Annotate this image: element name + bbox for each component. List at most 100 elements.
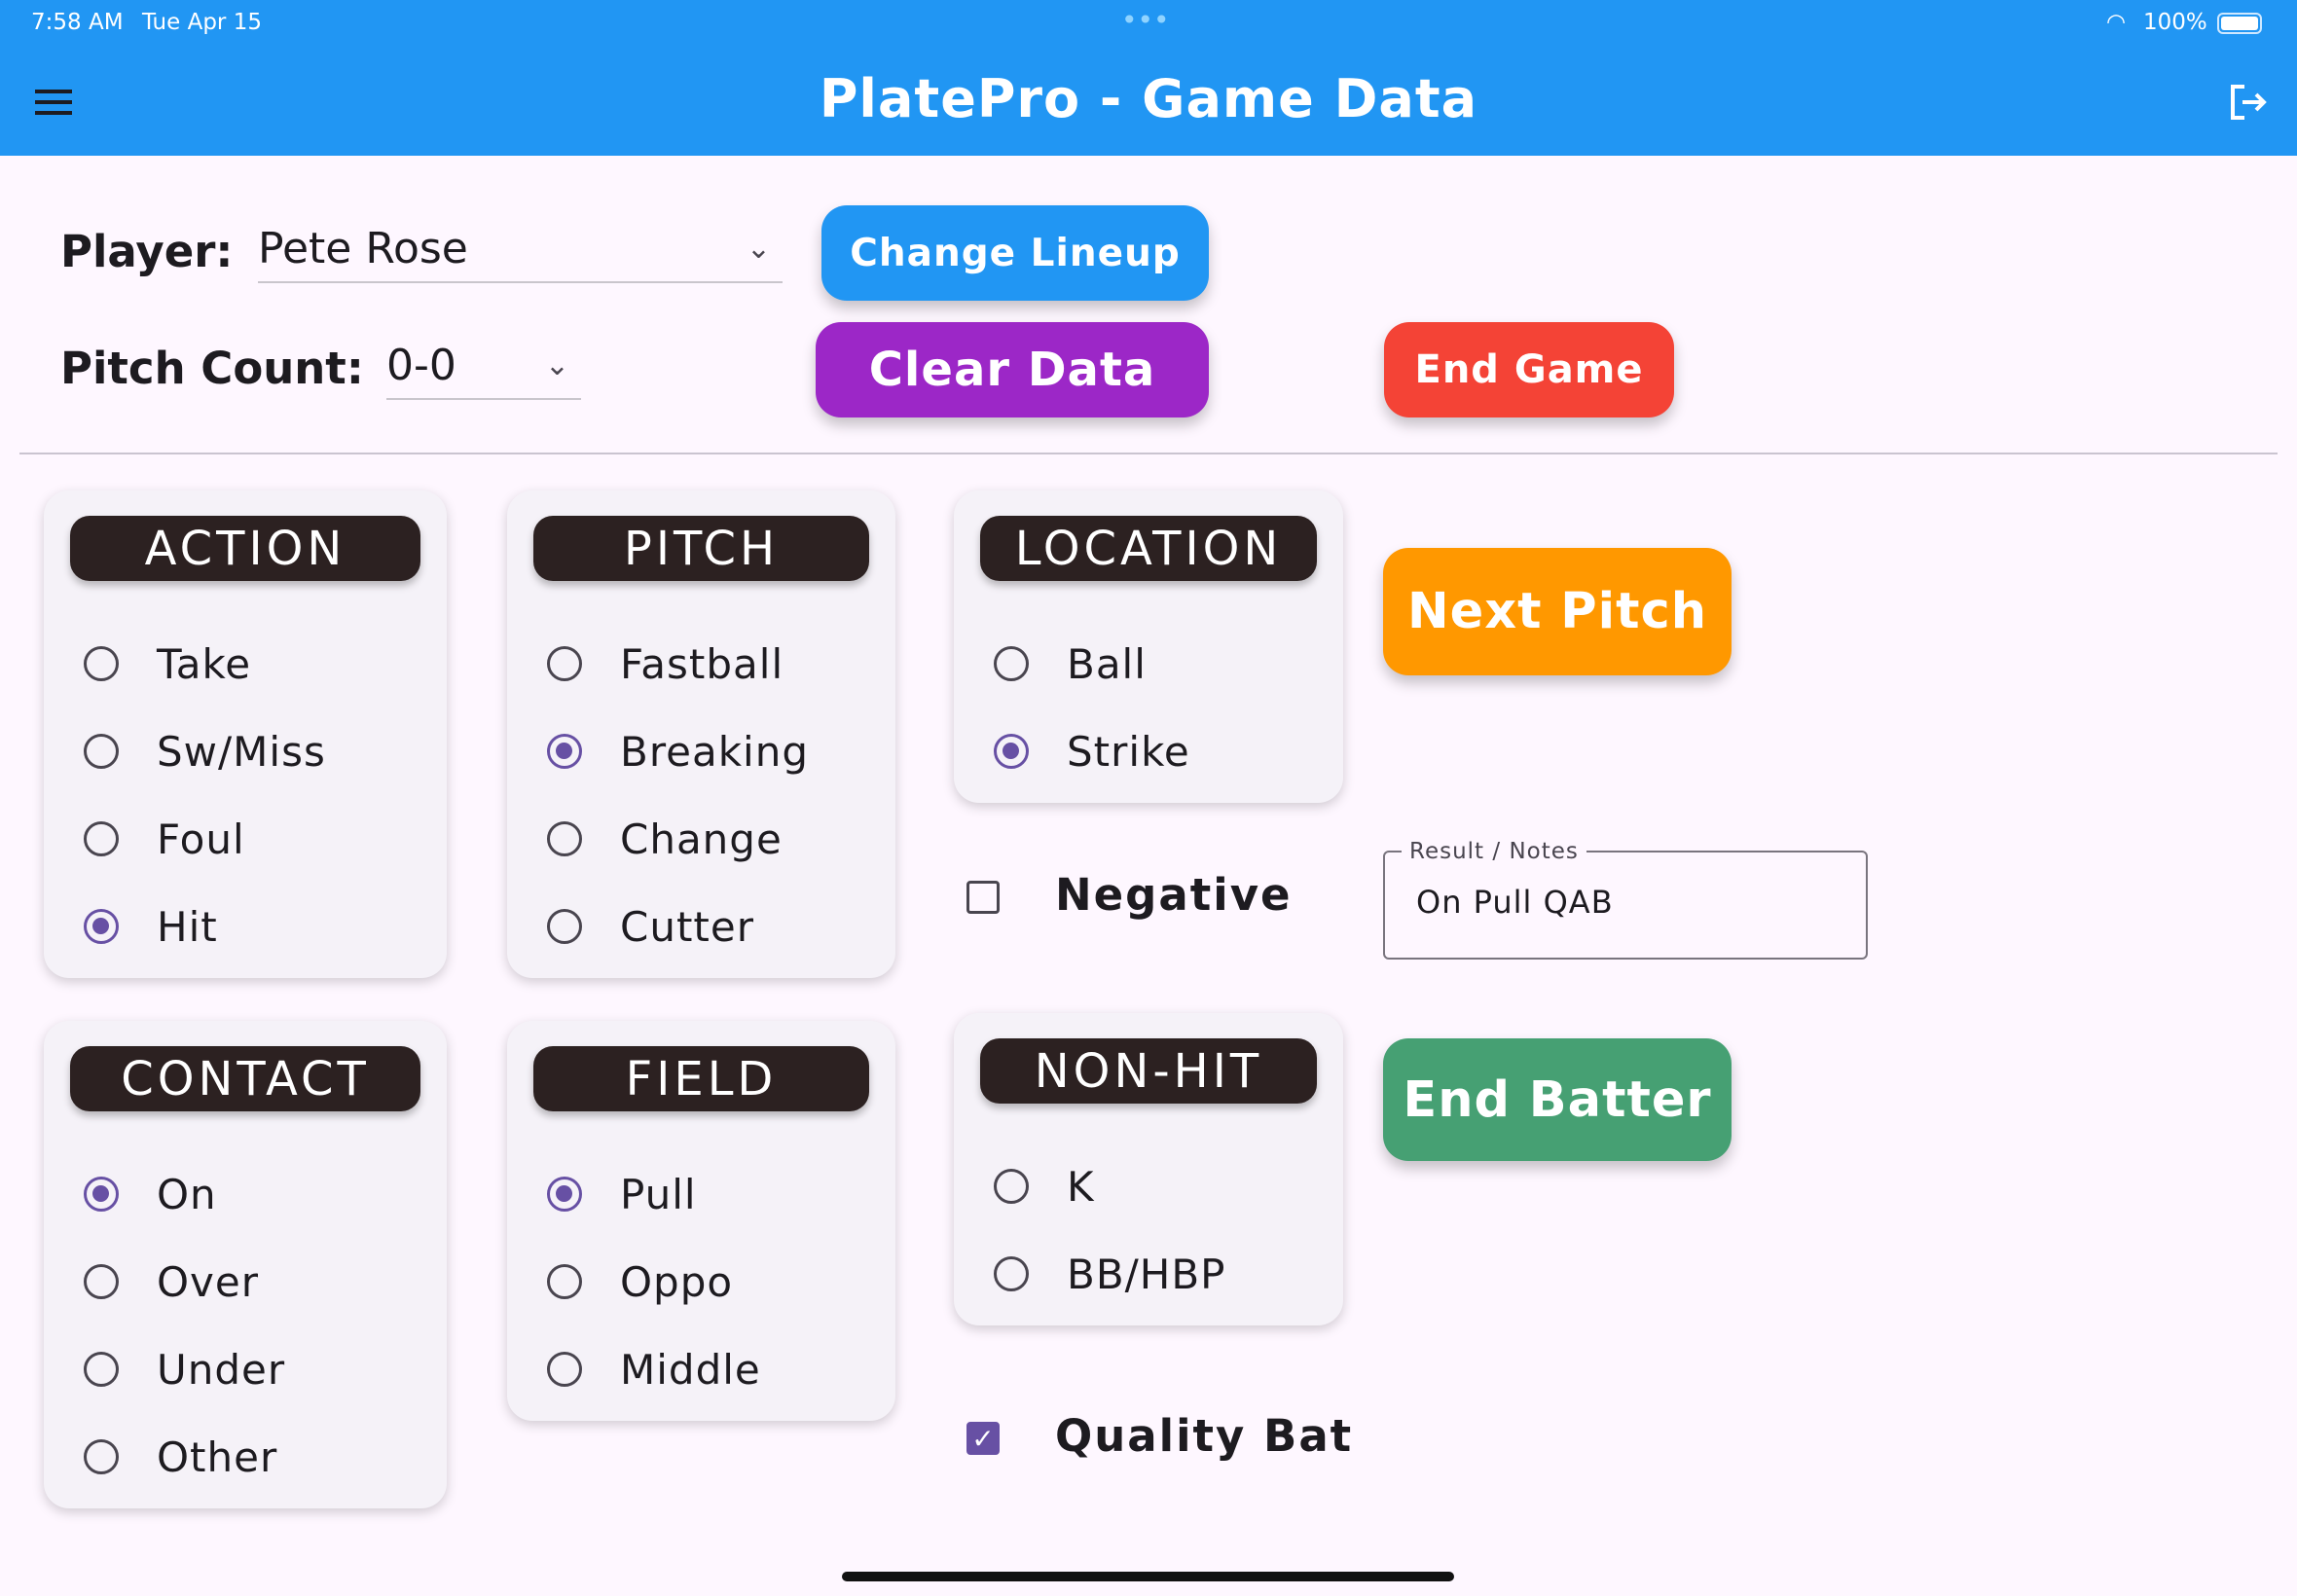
hamburger-menu-icon[interactable] xyxy=(35,90,72,115)
radio-option[interactable]: Ball xyxy=(954,635,1343,693)
non-hit-card: NON-HIT K BB/HBP xyxy=(954,1013,1343,1325)
radio-button[interactable] xyxy=(547,734,582,769)
end-game-button[interactable]: End Game xyxy=(1384,322,1674,417)
radio-label: Cutter xyxy=(620,902,754,951)
player-dropdown[interactable]: Pete Rose ⌄ xyxy=(258,224,783,283)
status-date: Tue Apr 15 xyxy=(142,10,262,35)
radio-option[interactable]: Take xyxy=(44,635,447,693)
non-hit-header: NON-HIT xyxy=(980,1038,1317,1104)
radio-button[interactable] xyxy=(84,1439,119,1474)
radio-option[interactable]: Cutter xyxy=(507,897,895,956)
radio-label: Breaking xyxy=(620,727,810,776)
chevron-down-icon: ⌄ xyxy=(544,348,569,382)
radio-label: Other xyxy=(157,1433,278,1481)
checkmark-icon: ✓ xyxy=(971,1422,995,1455)
home-indicator[interactable] xyxy=(842,1572,1454,1581)
negative-label: Negative xyxy=(1055,869,1293,921)
radio-label: Sw/Miss xyxy=(157,727,326,776)
radio-button[interactable] xyxy=(547,1352,582,1387)
radio-option[interactable]: Breaking xyxy=(507,722,895,780)
radio-label: Take xyxy=(157,639,252,688)
radio-button[interactable] xyxy=(994,734,1029,769)
radio-button[interactable] xyxy=(84,646,119,681)
radio-label: Strike xyxy=(1067,727,1190,776)
radio-button[interactable] xyxy=(547,1264,582,1299)
player-value: Pete Rose xyxy=(258,224,468,273)
battery-percent: 100% xyxy=(2143,10,2207,35)
radio-label: Foul xyxy=(157,815,245,863)
radio-button[interactable] xyxy=(994,1256,1029,1291)
radio-option[interactable]: Over xyxy=(44,1252,447,1311)
radio-option[interactable]: Sw/Miss xyxy=(44,722,447,780)
wifi-icon: ◠ xyxy=(2106,10,2127,35)
radio-option[interactable]: On xyxy=(44,1165,447,1223)
radio-label: Change xyxy=(620,815,783,863)
action-card: ACTION Take Sw/Miss Foul Hit xyxy=(44,490,447,978)
pitch-count-label: Pitch Count: xyxy=(60,343,364,394)
radio-button[interactable] xyxy=(84,1177,119,1212)
radio-option[interactable]: Under xyxy=(44,1340,447,1398)
status-time: 7:58 AM xyxy=(31,10,124,35)
quality-bat-label: Quality Bat xyxy=(1055,1410,1354,1462)
change-lineup-button[interactable]: Change Lineup xyxy=(821,205,1209,301)
radio-option[interactable]: Hit xyxy=(44,897,447,956)
pitch-count-value: 0-0 xyxy=(386,341,456,390)
battery-icon xyxy=(2217,13,2262,34)
player-label: Player: xyxy=(60,226,234,277)
radio-label: Over xyxy=(157,1257,260,1306)
logout-icon[interactable] xyxy=(2229,84,2268,121)
radio-button[interactable] xyxy=(994,1169,1029,1204)
location-card: LOCATION Ball Strike xyxy=(954,490,1343,803)
radio-option[interactable]: Strike xyxy=(954,722,1343,780)
radio-label: Middle xyxy=(620,1345,761,1394)
negative-checkbox[interactable] xyxy=(966,881,1000,914)
clear-data-button[interactable]: Clear Data xyxy=(816,322,1209,417)
action-header: ACTION xyxy=(70,516,420,581)
radio-option[interactable]: Middle xyxy=(507,1340,895,1398)
end-batter-button[interactable]: End Batter xyxy=(1383,1038,1732,1161)
quality-bat-checkbox[interactable]: ✓ xyxy=(966,1422,1000,1455)
radio-button[interactable] xyxy=(84,821,119,856)
pitch-header: PITCH xyxy=(533,516,869,581)
radio-button[interactable] xyxy=(547,821,582,856)
pitch-card: PITCH Fastball Breaking Change Cutter xyxy=(507,490,895,978)
radio-button[interactable] xyxy=(547,909,582,944)
location-header: LOCATION xyxy=(980,516,1317,581)
radio-button[interactable] xyxy=(84,1264,119,1299)
radio-label: Fastball xyxy=(620,639,784,688)
chevron-down-icon: ⌄ xyxy=(746,232,771,266)
radio-label: On xyxy=(157,1170,217,1218)
radio-label: K xyxy=(1067,1162,1095,1211)
radio-label: Ball xyxy=(1067,639,1147,688)
radio-option[interactable]: Foul xyxy=(44,810,447,868)
radio-option[interactable]: Oppo xyxy=(507,1252,895,1311)
radio-button[interactable] xyxy=(84,909,119,944)
radio-label: Oppo xyxy=(620,1257,734,1306)
radio-option[interactable]: BB/HBP xyxy=(954,1245,1343,1303)
radio-button[interactable] xyxy=(547,1177,582,1212)
multitask-dots-icon[interactable]: ••• xyxy=(1121,4,1170,36)
radio-label: BB/HBP xyxy=(1067,1250,1226,1298)
radio-option[interactable]: Pull xyxy=(507,1165,895,1223)
radio-option[interactable]: Change xyxy=(507,810,895,868)
radio-label: Hit xyxy=(157,902,218,951)
contact-card: CONTACT On Over Under Other xyxy=(44,1021,447,1508)
page-title: PlatePro - Game Data xyxy=(819,68,1478,129)
field-header: FIELD xyxy=(533,1046,869,1111)
contact-header: CONTACT xyxy=(70,1046,420,1111)
result-notes-label: Result / Notes xyxy=(1402,839,1586,864)
pitch-count-dropdown[interactable]: 0-0 ⌄ xyxy=(386,341,581,400)
radio-button[interactable] xyxy=(547,646,582,681)
radio-button[interactable] xyxy=(994,646,1029,681)
app-bar: 7:58 AM Tue Apr 15 ••• ◠ 100% PlatePro -… xyxy=(0,0,2297,156)
field-card: FIELD Pull Oppo Middle xyxy=(507,1021,895,1421)
result-notes-field[interactable] xyxy=(1383,851,1868,960)
next-pitch-button[interactable]: Next Pitch xyxy=(1383,548,1732,675)
radio-button[interactable] xyxy=(84,734,119,769)
radio-option[interactable]: K xyxy=(954,1157,1343,1215)
radio-option[interactable]: Fastball xyxy=(507,635,895,693)
result-notes-value[interactable]: On Pull QAB xyxy=(1416,884,1614,921)
radio-button[interactable] xyxy=(84,1352,119,1387)
radio-option[interactable]: Other xyxy=(44,1428,447,1486)
divider xyxy=(19,453,2278,454)
